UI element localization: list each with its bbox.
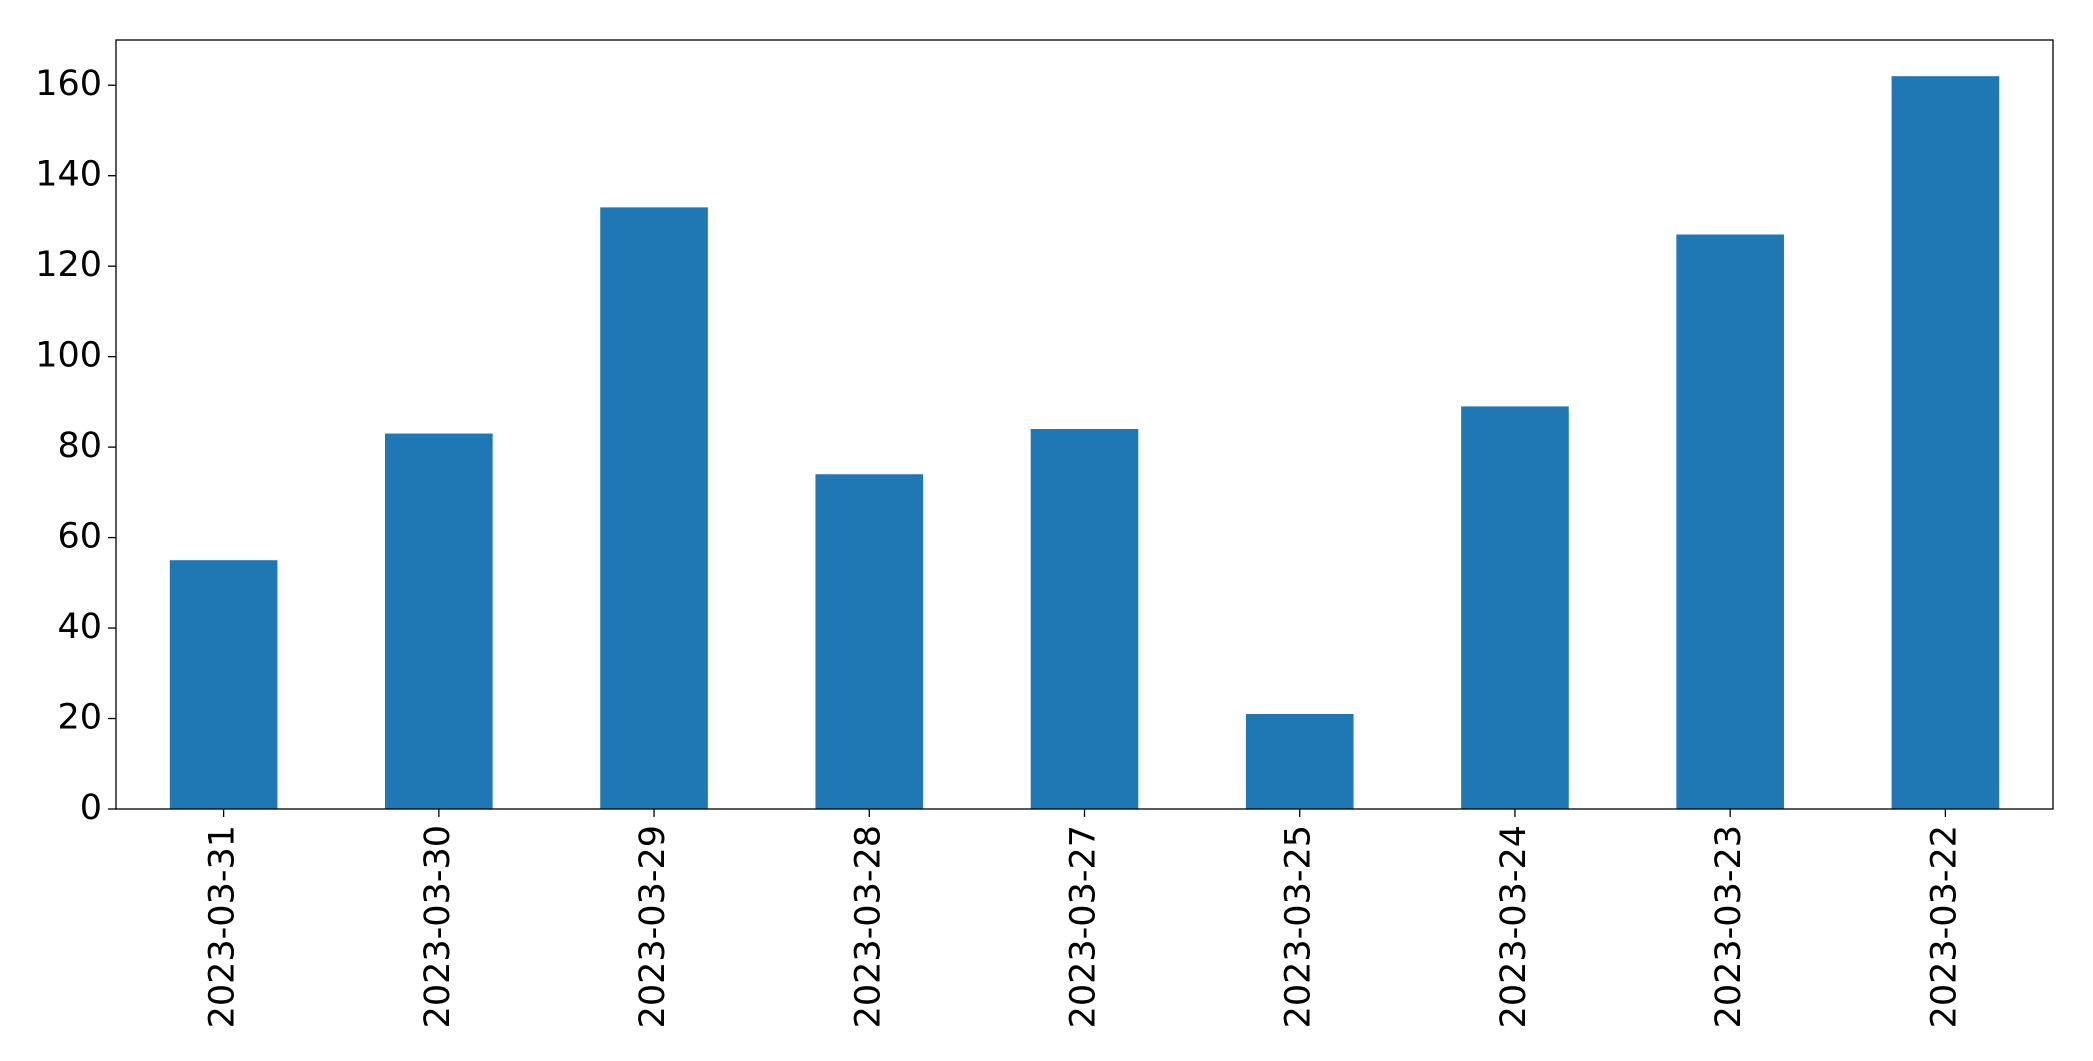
- x-tick-label: 2023-03-24: [1494, 825, 1534, 1028]
- x-tick-label: 2023-03-29: [633, 825, 673, 1028]
- bar: [1245, 714, 1354, 809]
- y-tick-label: 60: [57, 517, 102, 557]
- y-tick-label: 40: [57, 607, 102, 647]
- x-tick-label: 2023-03-23: [1709, 825, 1749, 1028]
- bar: [1461, 406, 1569, 809]
- y-tick-label: 100: [35, 336, 102, 376]
- bar: [1891, 76, 2000, 809]
- y-tick-label: 140: [35, 155, 102, 195]
- y-tick-label: 120: [35, 245, 102, 285]
- x-tick-label: 2023-03-28: [848, 825, 888, 1028]
- x-tick-label: 2023-03-27: [1064, 825, 1104, 1028]
- y-tick-label: 160: [35, 64, 102, 104]
- y-tick-label: 20: [57, 698, 102, 738]
- x-tick-label: 2023-03-22: [1924, 825, 1964, 1028]
- bar: [385, 433, 493, 809]
- bar: [815, 474, 924, 809]
- x-tick-label: 2023-03-31: [203, 825, 243, 1028]
- x-tick-label: 2023-03-30: [418, 825, 458, 1028]
- bar: [169, 560, 278, 809]
- x-tick-label: 2023-03-25: [1279, 825, 1319, 1028]
- y-tick-label: 0: [80, 788, 102, 828]
- bar: [1030, 429, 1139, 809]
- bar: [1676, 234, 1784, 809]
- bar: [600, 207, 708, 809]
- y-tick-label: 80: [57, 426, 102, 466]
